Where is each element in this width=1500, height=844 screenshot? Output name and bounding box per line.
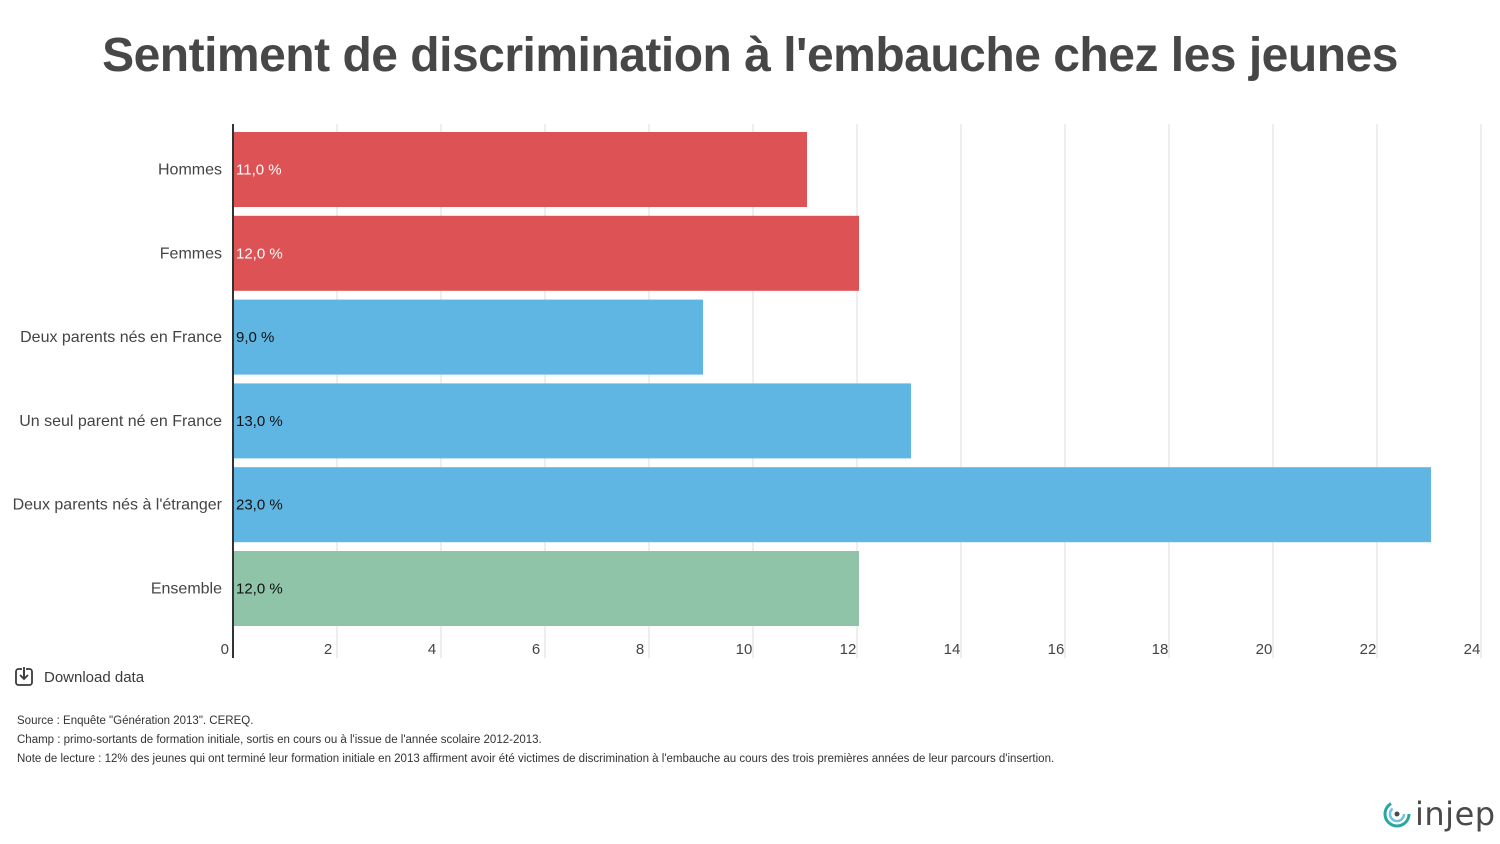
category-label: Deux parents nés à l'étranger	[13, 497, 223, 514]
data-label: 11,0 %	[236, 162, 282, 179]
download-label: Download data	[44, 668, 145, 686]
x-tick-label: 18	[1152, 641, 1169, 658]
x-tick-label: 4	[428, 641, 436, 658]
data-label: 9,0 %	[236, 329, 274, 346]
x-tick-label: 8	[636, 641, 644, 658]
bar	[234, 551, 859, 626]
chart-notes: Source : Enquête "Génération 2013". CERE…	[17, 712, 1054, 769]
download-icon	[15, 667, 33, 686]
bar	[234, 299, 703, 375]
download-data-button[interactable]: Download data	[14, 667, 144, 687]
bar	[234, 215, 859, 291]
x-tick-label: 22	[1360, 641, 1377, 658]
x-tick-label: 0	[221, 641, 229, 658]
source-note: Source : Enquête "Génération 2013". CERE…	[17, 715, 254, 727]
x-tick-label: 16	[1048, 641, 1065, 658]
x-tick-label: 14	[944, 641, 961, 658]
data-label: 23,0 %	[236, 497, 283, 514]
logo-text: injep	[1415, 795, 1496, 833]
x-tick-label: 10	[736, 641, 753, 658]
logo-swirl-icon	[1383, 800, 1411, 828]
champ-note: Champ : primo-sortants de formation init…	[17, 734, 542, 746]
category-label: Femmes	[160, 245, 222, 262]
category-label: Hommes	[158, 162, 222, 179]
category-label: Deux parents nés en France	[20, 329, 222, 346]
x-tick-label: 24	[1464, 641, 1481, 658]
reading-note: Note de lecture : 12% des jeunes qui ont…	[17, 753, 1055, 765]
bar	[234, 132, 807, 207]
x-tick-label: 20	[1256, 641, 1273, 658]
data-label: 13,0 %	[236, 413, 283, 430]
bar	[234, 467, 1431, 543]
chart-title: Sentiment de discrimination à l'embauche…	[102, 29, 1398, 82]
x-tick-label: 6	[532, 641, 540, 658]
data-label: 12,0 %	[236, 245, 283, 262]
category-label: Un seul parent né en France	[19, 413, 222, 430]
x-tick-label: 12	[840, 641, 857, 658]
data-label: 12,0 %	[236, 581, 283, 598]
injep-logo: injep	[1382, 795, 1496, 833]
x-tick-label: 2	[324, 641, 332, 658]
category-label: Ensemble	[151, 581, 222, 598]
bar	[234, 383, 911, 459]
